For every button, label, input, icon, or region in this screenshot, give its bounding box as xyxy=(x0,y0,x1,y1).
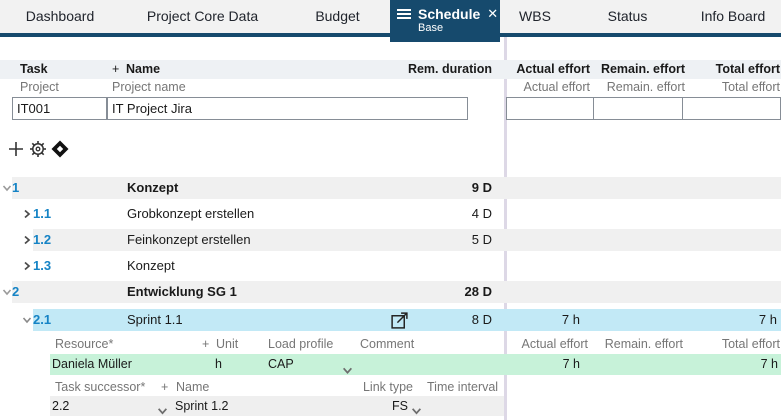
resource-load-profile: CAP xyxy=(268,357,294,371)
total-effort-input[interactable] xyxy=(682,97,781,120)
link-type-header-label: Link type xyxy=(362,380,413,394)
field-label-remain-effort: Remain. effort xyxy=(606,80,685,94)
resource-name: Daniela Müller xyxy=(52,357,132,371)
expand-chevron-icon[interactable] xyxy=(22,209,32,219)
tab-project-core-data[interactable]: Project Core Data xyxy=(146,8,259,24)
tab-status[interactable]: Status xyxy=(607,8,648,24)
task-number: 1.2 xyxy=(33,232,52,247)
add-task-button[interactable] xyxy=(7,140,25,158)
field-label-project-name: Project name xyxy=(112,80,186,94)
tab-schedule-label: Schedule xyxy=(418,6,481,22)
table-header-band xyxy=(0,60,781,79)
expand-chevron-icon[interactable] xyxy=(22,261,32,271)
collapse-chevron-icon[interactable] xyxy=(2,287,12,297)
task-row[interactable]: 2 Entwicklung SG 1 28 D xyxy=(0,279,781,305)
milestone-diamond-icon[interactable] xyxy=(51,140,69,158)
expand-chevron-icon[interactable] xyxy=(22,235,32,245)
task-id-input[interactable] xyxy=(12,97,107,120)
resource-remain-header: Remain. effort xyxy=(604,337,683,351)
load-profile-dropdown-icon[interactable] xyxy=(342,360,353,381)
resource-actual-header: Actual effort xyxy=(521,337,588,351)
task-duration: 9 D xyxy=(471,180,492,195)
time-interval-header-label: Time interval xyxy=(427,380,499,394)
task-number: 2.1 xyxy=(33,312,52,327)
tab-dashboard[interactable]: Dashboard xyxy=(25,8,95,24)
resource-unit: h xyxy=(215,357,222,371)
column-header-total-effort: Total effort xyxy=(715,62,780,76)
link-type-dropdown-icon[interactable] xyxy=(411,401,422,420)
column-header-remain-effort: Remain. effort xyxy=(600,62,685,76)
task-number: 1.3 xyxy=(33,258,52,273)
tab-budget[interactable]: Budget xyxy=(315,8,360,24)
task-duration: 28 D xyxy=(464,284,492,299)
tab-wbs[interactable]: WBS xyxy=(519,8,551,24)
task-number: 1 xyxy=(12,180,20,195)
task-row[interactable]: 1.2 Feinkonzept erstellen 5 D xyxy=(0,227,781,253)
close-tab-icon[interactable]: ✕ xyxy=(487,6,499,21)
task-name: Sprint 1.1 xyxy=(127,312,183,327)
add-resource-button[interactable]: + xyxy=(202,337,210,351)
task-duration: 5 D xyxy=(471,232,492,247)
successor-dropdown-icon[interactable] xyxy=(157,401,168,420)
load-profile-header-label: Load profile xyxy=(268,337,334,351)
settings-gear-icon[interactable] xyxy=(29,140,47,158)
task-row[interactable]: 1.1 Grobkonzept erstellen 4 D xyxy=(0,201,781,227)
successor-row[interactable]: 2.2 Sprint 1.2 FS xyxy=(0,396,781,416)
task-name: Feinkonzept erstellen xyxy=(127,232,251,247)
collapse-chevron-icon[interactable] xyxy=(22,315,32,325)
open-task-icon[interactable] xyxy=(390,311,409,330)
column-header-name: Name xyxy=(126,62,161,76)
successor-header-row: Task successor* + Name Link type Time in… xyxy=(0,378,781,396)
task-row[interactable]: 1 Konzept 9 D xyxy=(0,175,781,201)
resource-header-row: Resource* + Unit Load profile Comment Ac… xyxy=(0,334,781,354)
menu-icon[interactable] xyxy=(397,7,411,21)
actual-effort-input[interactable] xyxy=(506,97,594,120)
task-name: Konzept xyxy=(127,180,179,195)
tab-info-board[interactable]: Info Board xyxy=(700,8,766,24)
successor-name-header-label: Name xyxy=(176,380,210,394)
tab-schedule-subtitle: Base xyxy=(418,22,444,34)
task-name: Grobkonzept erstellen xyxy=(127,206,255,221)
column-divider xyxy=(504,37,507,420)
tab-schedule-active[interactable]: Schedule ✕ Base xyxy=(390,0,500,42)
task-actual-effort: 7 h xyxy=(561,312,580,327)
task-duration: 8 D xyxy=(471,312,492,327)
resource-total-header: Total effort xyxy=(721,337,780,351)
collapse-chevron-icon[interactable] xyxy=(2,183,12,193)
task-row[interactable]: 1.3 Konzept xyxy=(0,253,781,279)
resource-total-effort: 7 h xyxy=(760,357,778,371)
task-name: Konzept xyxy=(127,258,175,273)
column-header-actual-effort: Actual effort xyxy=(516,62,590,76)
resource-row[interactable]: Daniela Müller h CAP 7 h 7 h xyxy=(0,354,781,375)
task-name: Entwicklung SG 1 xyxy=(127,284,237,299)
comment-header-label: Comment xyxy=(360,337,415,351)
task-row-selected[interactable]: 2.1 Sprint 1.1 8 D 7 h 7 h xyxy=(0,307,781,333)
field-label-total-effort: Total effort xyxy=(721,80,780,94)
field-label-project: Project xyxy=(20,80,59,94)
field-label-actual-effort: Actual effort xyxy=(523,80,590,94)
successor-task-number: 2.2 xyxy=(52,399,70,413)
unit-header-label: Unit xyxy=(216,337,239,351)
add-successor-button[interactable]: + xyxy=(161,380,169,394)
task-total-effort: 7 h xyxy=(758,312,777,327)
project-name-input[interactable] xyxy=(107,97,468,120)
column-header-task: Task xyxy=(20,62,48,76)
resource-header-label: Resource* xyxy=(55,337,114,351)
resource-actual-effort: 7 h xyxy=(562,357,580,371)
task-number: 1.1 xyxy=(33,206,52,221)
column-header-rem-duration: Rem. duration xyxy=(407,62,492,76)
task-duration: 4 D xyxy=(471,206,492,221)
task-number: 2 xyxy=(12,284,20,299)
task-successor-header-label: Task successor* xyxy=(55,380,146,394)
remain-effort-input[interactable] xyxy=(593,97,683,120)
add-name-column-button[interactable]: + xyxy=(112,62,120,76)
successor-link-type: FS xyxy=(392,399,408,413)
successor-name: Sprint 1.2 xyxy=(175,399,229,413)
